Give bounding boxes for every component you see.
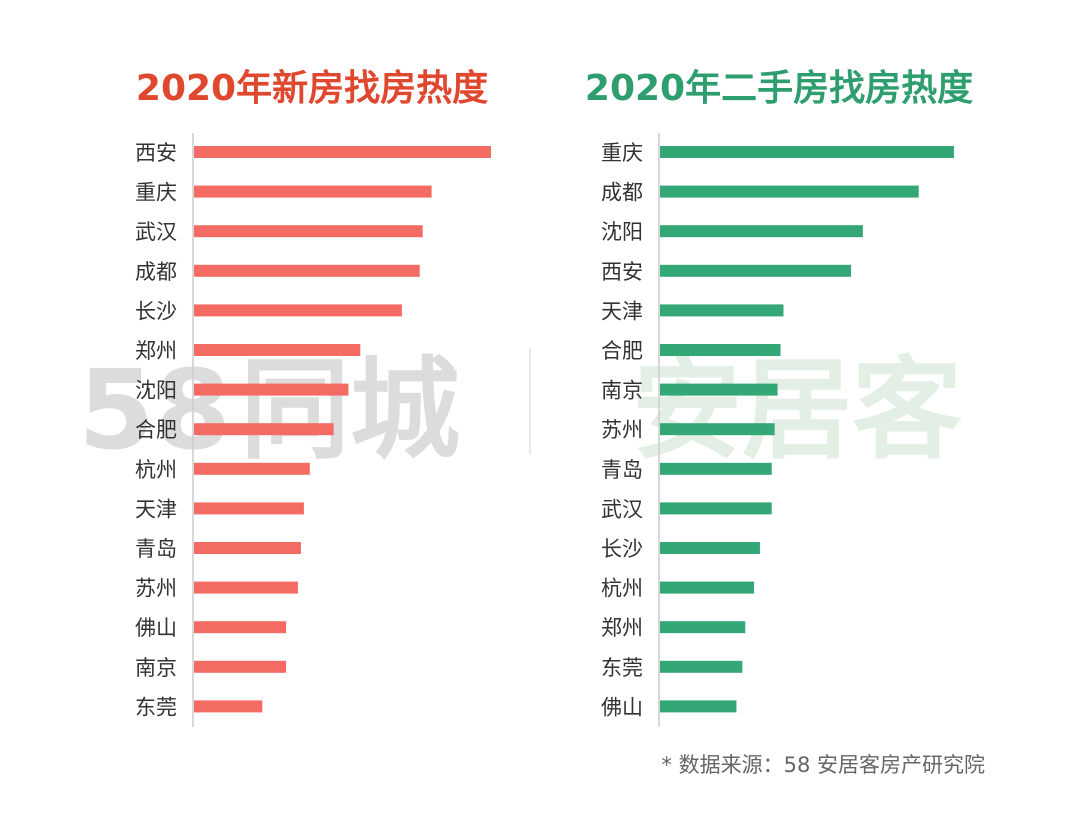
new-home-bar-5: [194, 304, 402, 316]
watermark-58tongcheng: 58 同城: [78, 346, 460, 474]
watermark-anjuke-text: 安居客: [632, 346, 962, 474]
resale-category-label-10: 武汉: [601, 497, 643, 521]
new-home-category-label-12: 苏州: [135, 577, 177, 601]
resale-category-label-5: 天津: [601, 299, 643, 323]
new-home-bar-11: [194, 542, 301, 554]
new-home-category-label-3: 武汉: [135, 220, 177, 244]
new-home-category-label-11: 青岛: [135, 537, 177, 561]
resale-bar-2: [660, 186, 919, 198]
resale-bar-5: [660, 304, 783, 316]
chart-title-new-homes: 2020年新房找房热度: [136, 68, 488, 109]
resale-category-label-14: 东莞: [601, 656, 643, 680]
resale-category-label-3: 沈阳: [601, 220, 643, 244]
new-home-category-label-10: 天津: [135, 497, 177, 521]
resale-bar-13: [660, 621, 745, 633]
new-home-bar-12: [194, 582, 298, 594]
resale-category-label-6: 合肥: [601, 339, 643, 363]
new-home-bar-13: [194, 621, 286, 633]
new-home-category-label-13: 佛山: [135, 616, 177, 640]
new-home-bar-4: [194, 265, 420, 277]
new-home-category-label-14: 南京: [135, 656, 177, 680]
resale-category-label-8: 苏州: [601, 418, 643, 442]
new-home-category-label-8: 合肥: [135, 418, 177, 442]
chart-title-resale-homes: 2020年二手房找房热度: [585, 68, 973, 109]
new-home-bar-2: [194, 186, 432, 198]
resale-bar-10: [660, 502, 772, 514]
resale-bar-8: [660, 423, 775, 435]
resale-bar-9: [660, 463, 772, 475]
new-home-bar-3: [194, 225, 423, 237]
new-home-bar-15: [194, 700, 262, 712]
resale-bar-4: [660, 265, 851, 277]
new-home-bar-10: [194, 502, 304, 514]
new-home-bar-1: [194, 146, 491, 158]
watermark-58-number: 58: [78, 346, 231, 474]
resale-bar-11: [660, 542, 760, 554]
resale-bar-15: [660, 700, 736, 712]
resale-bar-6: [660, 344, 781, 356]
resale-category-label-9: 青岛: [601, 458, 643, 482]
new-home-category-label-7: 沈阳: [135, 379, 177, 403]
resale-bar-12: [660, 582, 754, 594]
new-home-category-label-5: 长沙: [135, 299, 177, 323]
resale-category-label-7: 南京: [601, 379, 643, 403]
resale-bar-7: [660, 384, 778, 396]
resale-category-label-15: 佛山: [601, 695, 643, 719]
resale-category-label-11: 长沙: [601, 537, 643, 561]
new-home-bar-7: [194, 384, 348, 396]
resale-category-label-1: 重庆: [601, 141, 643, 165]
new-home-bar-8: [194, 423, 334, 435]
resale-category-label-2: 成都: [601, 181, 643, 205]
new-home-bar-9: [194, 463, 310, 475]
new-home-category-label-4: 成都: [135, 260, 177, 284]
new-home-bar-14: [194, 661, 286, 673]
resale-category-label-12: 杭州: [601, 577, 643, 601]
new-home-category-label-6: 郑州: [135, 339, 177, 363]
watermark-tongcheng-text: 同城: [240, 346, 460, 474]
resale-bar-14: [660, 661, 742, 673]
resale-category-label-4: 西安: [601, 260, 643, 284]
new-home-category-label-15: 东莞: [135, 695, 177, 719]
new-home-bar-6: [194, 344, 360, 356]
new-home-category-label-2: 重庆: [135, 181, 177, 205]
resale-bar-3: [660, 225, 863, 237]
new-home-category-label-9: 杭州: [135, 458, 177, 482]
source-note: * 数据来源：58 安居客房产研究院: [661, 753, 985, 777]
resale-category-label-13: 郑州: [601, 616, 643, 640]
chart-canvas: 58 同城 安居客 2020年新房找房热度 2020年二手房找房热度 西安重庆武…: [0, 0, 1080, 829]
resale-bar-1: [660, 146, 954, 158]
new-home-category-label-1: 西安: [135, 141, 177, 165]
